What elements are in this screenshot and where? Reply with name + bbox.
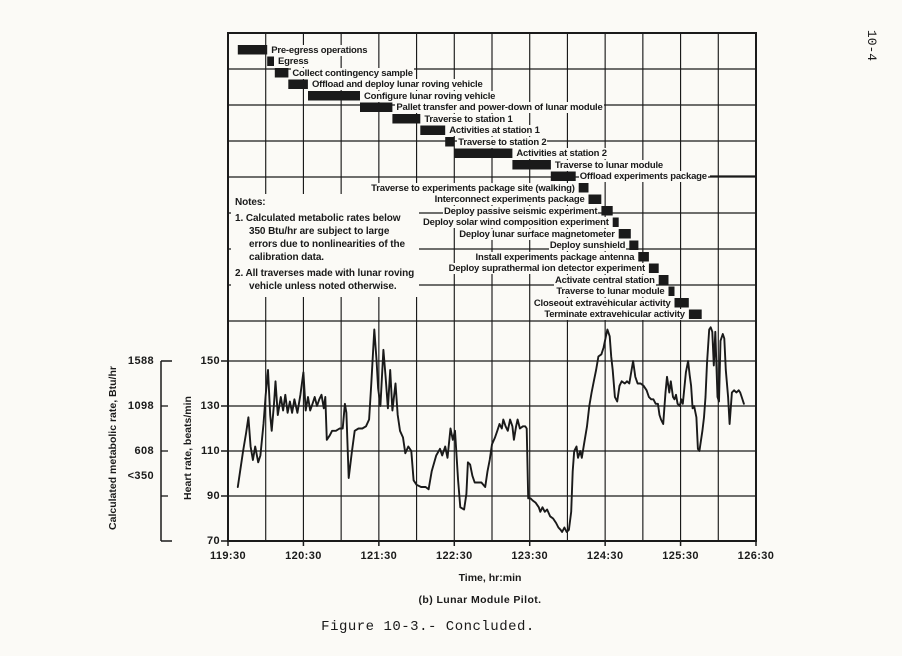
gantt-bar-label: Egress: [277, 56, 310, 67]
gantt-bar: [578, 183, 589, 193]
gantt-bar-label: Traverse to lunar module: [553, 159, 665, 171]
x-axis-tick-label: 120:30: [285, 550, 322, 562]
gantt-bar: [618, 229, 631, 239]
gantt-bar: [658, 275, 669, 285]
gantt-bar: [420, 125, 446, 135]
gantt-bar-label: Offload and deploy lunar roving vehicle: [310, 79, 484, 90]
subfigure-caption: (b) Lunar Module Pilot.: [418, 594, 542, 606]
heart-rate-line: [236, 326, 745, 533]
figure-caption: Figure 10-3.- Concluded.: [321, 619, 535, 635]
gantt-bar-label: Traverse to station 1: [423, 113, 514, 125]
gantt-bar-label: Deploy passive seismic experiment: [442, 205, 599, 217]
metabolic-tick-label: <350: [127, 469, 154, 482]
x-axis-tick-label: 121:30: [360, 550, 398, 562]
gantt-bar: [638, 252, 649, 262]
gantt-bar: [612, 217, 619, 227]
gantt-bar-label: Deploy sunshield: [548, 240, 627, 251]
x-axis-tick-label: 119:30: [209, 550, 247, 562]
gantt-bar-label: Pre-egress operations: [270, 44, 369, 56]
gantt-bar: [274, 68, 289, 78]
gantt-bar-label: Traverse to station 2: [457, 136, 548, 148]
gantt-bar: [588, 194, 602, 204]
heart-axis-tick-label: 70: [206, 535, 220, 547]
gantt-bar-label: Deploy suprathermal ion detector experim…: [447, 263, 646, 274]
gantt-bar-label: Terminate extravehicular activity: [543, 309, 686, 320]
note-item-2: 2. All traverses made with lunar roving …: [235, 268, 415, 292]
metabolic-axis-title: Calculated metabolic rate, Btu/hr: [107, 366, 119, 530]
gantt-bar: [308, 91, 360, 101]
gantt-bar-label: Configure lunar roving vehicle: [363, 90, 497, 102]
gantt-bar: [392, 114, 421, 124]
gantt-bar: [237, 45, 268, 55]
metabolic-tick-label: 1588: [127, 355, 154, 367]
x-axis-tick-label: 122:30: [435, 550, 473, 562]
plot-frame: [227, 32, 757, 542]
page-number: 10-4: [864, 29, 880, 62]
gantt-bar-label: Install experiments package antenna: [474, 251, 636, 263]
x-axis-tick-label: 125:30: [662, 550, 699, 562]
gantt-bar: [648, 263, 659, 273]
notes-title: Notes:: [235, 197, 266, 208]
gantt-bar-label: Activate central station: [553, 274, 656, 286]
gantt-bar-label: Interconnect experiments package: [433, 194, 586, 205]
gantt-bar: [445, 137, 455, 147]
gantt-bar-label: Offload experiments package: [578, 171, 708, 182]
metabolic-tick-label: 1098: [127, 400, 154, 412]
heart-axis-tick-label: 110: [201, 445, 220, 457]
gantt-bar-label: Deploy solar wind composition experiment: [421, 217, 610, 228]
heart-axis-tick-label: 150: [200, 355, 220, 367]
gantt-bar: [550, 171, 576, 181]
x-axis-tick-label: 123:30: [511, 550, 549, 562]
gantt-bar: [629, 240, 639, 250]
gantt-bar: [674, 298, 689, 308]
gantt-bar-label: Activities at station 2: [515, 148, 608, 159]
heart-rate-axis-title: Heart rate, beats/min: [182, 396, 194, 500]
gantt-bar: [512, 160, 551, 170]
heart-axis-tick-label: 90: [206, 490, 220, 502]
gantt-bar-label: Activities at station 1: [448, 125, 541, 136]
x-axis-tick-label: 126:30: [737, 550, 775, 562]
gantt-bar-label: Pallet transfer and power-down of lunar …: [395, 102, 604, 113]
gantt-bar-label: Traverse to lunar module: [555, 286, 666, 297]
gantt-bar: [288, 79, 308, 89]
gantt-bar-label: Traverse to experiments package site (wa…: [370, 182, 576, 194]
gantt-bar: [688, 309, 702, 319]
gantt-bar: [668, 286, 675, 296]
gantt-bar: [267, 56, 274, 66]
x-axis-title: Time, hr:min: [458, 572, 522, 584]
metabolic-tick-label: 608: [134, 445, 154, 457]
gantt-bar-label: Deploy lunar surface magnetometer: [458, 228, 616, 240]
gantt-bar-label: Collect contingency sample: [291, 67, 414, 79]
gantt-bar-label: Closeout extravehicular activity: [532, 297, 672, 309]
note-item-1: 1. Calculated metabolic rates below 350 …: [235, 213, 405, 263]
heart-axis-tick-label: 130: [200, 400, 220, 412]
gantt-bar: [454, 148, 513, 158]
notes-block: Notes: 1. Calculated metabolic rates bel…: [231, 194, 419, 297]
gantt-bar: [360, 102, 393, 112]
gantt-bar: [601, 206, 613, 216]
x-axis-tick-label: 124:30: [586, 550, 624, 562]
